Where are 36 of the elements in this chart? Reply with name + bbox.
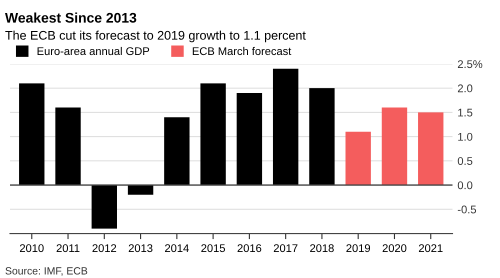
y-tick-label: -0.5 <box>458 206 476 214</box>
x-tick-label: 2019 <box>346 244 370 252</box>
x-tick-label: 2012 <box>92 244 116 252</box>
bar <box>128 185 154 195</box>
x-tick-label: 2018 <box>310 244 334 252</box>
x-tick-label: 2020 <box>382 244 406 252</box>
bar <box>309 88 335 186</box>
bar <box>236 93 262 186</box>
x-tick-label: 2011 <box>56 244 80 252</box>
y-tick-label: 2.0 <box>458 84 472 92</box>
y-tick-label: 0.0 <box>458 181 472 190</box>
y-tick-label: 2.5% <box>458 60 482 68</box>
y-tick-label: 1.0 <box>458 132 472 141</box>
x-tick-label: 2015 <box>201 244 226 252</box>
x-tick-label: 2010 <box>20 244 44 252</box>
bar <box>272 68 298 186</box>
bar <box>92 185 117 229</box>
legend-label: ECB March forecast <box>192 46 292 56</box>
bar <box>382 108 408 186</box>
bar <box>200 83 226 186</box>
source-note: Source: IMF, ECB <box>5 267 88 276</box>
x-tick-label: 2013 <box>128 244 152 252</box>
x-tick-label: 2017 <box>274 244 298 252</box>
x-tick-label: 2016 <box>238 244 262 252</box>
y-tick-label: 0.5 <box>458 157 472 165</box>
bar <box>19 83 44 186</box>
bar <box>346 132 371 186</box>
chart-title: Weakest Since 2013 <box>5 12 136 23</box>
bar <box>418 112 444 186</box>
bar <box>164 117 190 186</box>
chart-subtitle: The ECB cut its forecast to 2019 growth to 1.1 percent <box>5 30 306 42</box>
x-tick-label: 2014 <box>165 244 189 252</box>
legend-label: Euro-area annual GDP <box>38 46 150 56</box>
x-tick-label: 2021 <box>418 244 443 252</box>
y-tick-label: 1.5 <box>458 108 472 117</box>
bar <box>55 108 81 186</box>
